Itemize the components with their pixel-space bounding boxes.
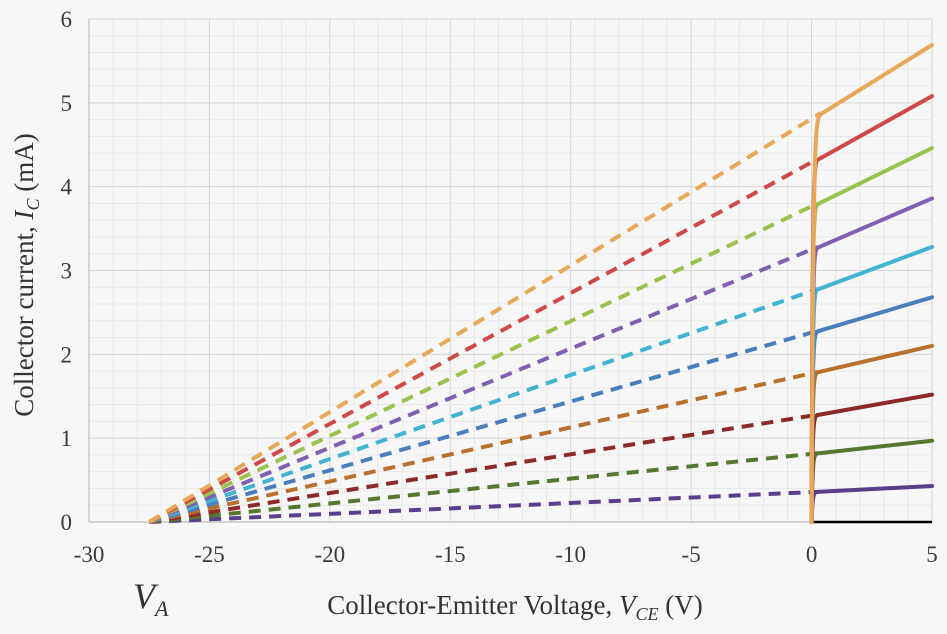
y-tick-label: 6	[61, 7, 73, 32]
series-line	[809, 343, 934, 524]
series-line	[809, 94, 934, 524]
x-tick-label: -25	[194, 542, 225, 567]
series-line	[809, 392, 934, 524]
series-extrapolation	[149, 489, 818, 524]
x-tick-label: 0	[806, 542, 818, 567]
x-axis-label: Collector-Emitter Voltage, VCE (V)	[327, 590, 702, 624]
series-extrapolation	[148, 369, 819, 524]
x-tick-label: -5	[682, 542, 701, 567]
series-extrapolation	[148, 328, 819, 524]
series-extrapolation	[148, 201, 819, 524]
y-tick-label: 4	[61, 175, 73, 200]
series-extrapolation	[149, 451, 818, 524]
y-axis-label: Collector current, IC (mA)	[9, 133, 43, 416]
x-tick-label: -10	[555, 542, 586, 567]
y-tick-label: 2	[61, 342, 73, 367]
x-tick-label: 5	[926, 542, 938, 567]
series-line	[809, 43, 934, 524]
grid	[88, 18, 933, 523]
x-tick-label: -15	[435, 542, 466, 567]
series-extrapolation	[148, 111, 823, 524]
series-extrapolation	[148, 412, 818, 524]
tick-labels: -30 -25 -20 -15 -10 -5 0 5 0 1 2 3 4 5 6	[61, 7, 938, 567]
series-extrapolation	[148, 157, 819, 524]
early-voltage-label: VA	[133, 576, 169, 621]
series-line	[809, 245, 934, 524]
y-tick-label: 1	[61, 426, 73, 451]
y-tick-label: 5	[61, 91, 73, 116]
series-extrapolation	[148, 287, 819, 524]
series-line	[809, 438, 934, 524]
x-tick-label: -30	[74, 542, 105, 567]
axes	[88, 19, 932, 523]
series-line	[809, 484, 934, 524]
y-tick-label: 0	[61, 510, 73, 535]
series-group	[148, 43, 934, 524]
series-extrapolation	[148, 245, 819, 524]
y-tick-label: 3	[61, 259, 73, 284]
x-tick-label: -20	[315, 542, 346, 567]
